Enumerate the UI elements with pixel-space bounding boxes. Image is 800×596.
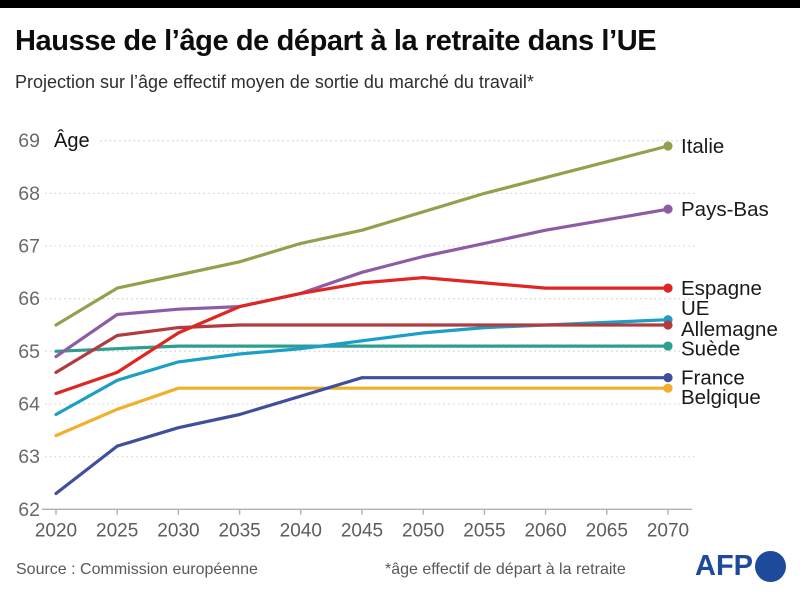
- line-end-dot-suede: [663, 341, 673, 351]
- line-belgique: [54, 386, 670, 438]
- x-tick-label-2040: 2040: [280, 520, 322, 541]
- y-tick-label-64: 64: [18, 393, 40, 415]
- page-title: Hausse de l’âge de départ à la retraite …: [15, 25, 657, 57]
- line-end-dot-italie: [663, 141, 673, 151]
- x-tick-label-2060: 2060: [524, 520, 566, 541]
- line-pays-bas: [54, 207, 670, 359]
- line-end-dot-france: [663, 373, 673, 383]
- legend-label-ue: UE: [681, 297, 709, 320]
- footnote: *âge effectif de départ à la retraite: [385, 561, 626, 578]
- x-tick-label-2050: 2050: [402, 520, 444, 541]
- line-end-dot-belgique: [663, 383, 673, 393]
- y-tick-label-69: 69: [18, 130, 40, 152]
- x-tick-label-2025: 2025: [96, 520, 138, 541]
- y-tick-label-62: 62: [18, 499, 40, 521]
- y-tick-label-67: 67: [18, 236, 40, 258]
- x-tick-label-2035: 2035: [218, 520, 260, 541]
- line-end-dot-espagne: [663, 283, 673, 293]
- top-black-bar: [0, 0, 800, 8]
- line-france: [54, 376, 670, 496]
- legend-label-espagne: Espagne: [681, 277, 762, 300]
- source-credit: Source : Commission européenne: [16, 561, 258, 578]
- retirement-age-line-chart: 62 63 64 65 66 67 68 69 Âge 2020 2025 2030 2035 2040 2…: [18, 129, 778, 541]
- line-allemagne: [54, 323, 670, 374]
- x-tick-label-2065: 2065: [586, 520, 628, 541]
- x-tick-label-2020: 2020: [35, 520, 77, 541]
- x-tick-label-2045: 2045: [341, 520, 383, 541]
- x-tick-label-2070: 2070: [647, 520, 689, 541]
- y-tick-label-66: 66: [18, 288, 40, 310]
- legend-label-france: France: [681, 367, 745, 390]
- afp-logo-text: AFP: [695, 549, 753, 582]
- afp-logo: AFP: [695, 549, 786, 583]
- legend-label-suede: Suède: [681, 338, 740, 361]
- x-tick-label-2055: 2055: [463, 520, 505, 541]
- line-end-dot-pays-bas: [663, 204, 673, 214]
- legend-label-allemagne: Allemagne: [681, 318, 778, 341]
- y-tick-label-65: 65: [18, 341, 40, 363]
- legend-label-italie: Italie: [681, 135, 724, 158]
- line-suede: [54, 344, 670, 353]
- line-end-dot-allemagne: [663, 320, 673, 330]
- line-italie: [54, 144, 670, 327]
- y-tick-label-63: 63: [18, 446, 40, 468]
- y-axis-title: Âge: [54, 129, 90, 152]
- line-espagne: [54, 276, 670, 396]
- x-tick-label-2030: 2030: [157, 520, 199, 541]
- afp-logo-globe-icon: [755, 550, 786, 582]
- legend-label-pays-bas: Pays-Bas: [681, 198, 769, 221]
- page-subtitle: Projection sur l’âge effectif moyen de s…: [15, 72, 534, 92]
- y-tick-label-68: 68: [18, 183, 40, 205]
- legend-label-belgique: Belgique: [681, 386, 761, 409]
